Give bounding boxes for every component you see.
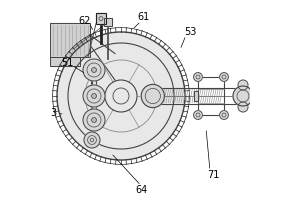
Bar xyxy=(96,13,106,24)
Circle shape xyxy=(194,111,202,119)
Circle shape xyxy=(57,32,185,160)
Circle shape xyxy=(220,111,228,119)
Bar xyxy=(96,13,106,24)
Circle shape xyxy=(84,132,100,148)
Bar xyxy=(104,18,112,26)
Bar xyxy=(50,23,90,57)
Text: 62: 62 xyxy=(79,16,91,26)
Circle shape xyxy=(238,102,248,112)
Text: 64: 64 xyxy=(135,185,147,195)
Circle shape xyxy=(238,80,248,90)
Text: 53: 53 xyxy=(184,27,196,37)
Bar xyxy=(50,57,80,66)
Bar xyxy=(50,23,90,57)
Circle shape xyxy=(83,85,105,107)
Circle shape xyxy=(92,94,96,98)
Circle shape xyxy=(194,73,202,81)
Text: 3: 3 xyxy=(50,108,57,118)
Circle shape xyxy=(141,84,164,108)
Bar xyxy=(50,57,80,66)
Circle shape xyxy=(220,73,228,81)
Text: 51: 51 xyxy=(61,58,73,68)
Circle shape xyxy=(92,118,96,122)
Bar xyxy=(194,91,198,101)
Text: 61: 61 xyxy=(137,12,149,22)
Circle shape xyxy=(83,109,105,131)
Circle shape xyxy=(92,68,96,72)
Circle shape xyxy=(233,86,253,106)
Text: 71: 71 xyxy=(207,170,219,180)
Bar xyxy=(194,91,198,101)
Bar xyxy=(104,18,112,26)
Circle shape xyxy=(83,59,105,81)
